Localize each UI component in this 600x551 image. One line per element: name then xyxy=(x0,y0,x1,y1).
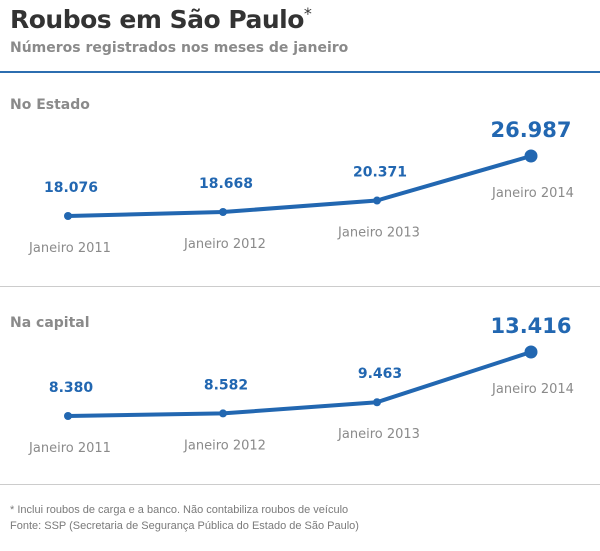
value-label: 18.076 xyxy=(44,180,98,196)
panel-label-state: No Estado xyxy=(10,97,90,113)
data-point xyxy=(64,412,72,420)
source-note: Fonte: SSP (Secretaria de Segurança Públ… xyxy=(10,520,359,532)
category-label: Janeiro 2013 xyxy=(337,226,420,241)
category-label: Janeiro 2011 xyxy=(28,241,111,256)
chart-title: Roubos em São Paulo* xyxy=(10,4,312,34)
data-point xyxy=(64,212,72,220)
title-asterisk: * xyxy=(303,4,312,23)
value-label: 18.668 xyxy=(199,176,253,192)
data-point xyxy=(219,409,227,418)
footer-divider xyxy=(0,484,600,485)
value-label: 13.416 xyxy=(490,314,571,338)
capital-line-chart: 8.380 Janeiro 2011 8.582 Janeiro 2012 9.463 J… xyxy=(28,314,574,456)
panel-divider xyxy=(0,286,600,287)
data-point xyxy=(219,208,227,217)
category-label: Janeiro 2013 xyxy=(337,427,420,442)
category-label: Janeiro 2012 xyxy=(183,438,266,453)
category-label: Janeiro 2014 xyxy=(491,186,574,201)
category-label: Janeiro 2014 xyxy=(491,382,574,397)
category-label: Janeiro 2012 xyxy=(183,237,266,252)
footnote: * Inclui roubos de carga e a banco. Não … xyxy=(10,504,349,516)
data-point xyxy=(373,196,381,205)
data-point xyxy=(373,398,381,407)
value-label: 20.371 xyxy=(353,165,407,181)
value-label: 8.582 xyxy=(204,377,248,393)
panel-label-capital: Na capital xyxy=(10,315,90,331)
value-label: 8.380 xyxy=(49,380,94,396)
series-line xyxy=(66,154,533,218)
series-line xyxy=(66,350,533,418)
data-point xyxy=(524,149,538,163)
header-divider xyxy=(0,71,600,73)
value-label: 26.987 xyxy=(490,118,571,142)
state-line-chart: 18.076 Janeiro 2011 18.668 Janeiro 2012 20.3… xyxy=(28,118,574,256)
category-label: Janeiro 2011 xyxy=(28,441,111,456)
data-point xyxy=(524,345,538,359)
chart-subtitle: Números registrados nos meses de janeiro xyxy=(10,40,349,56)
value-label: 9.463 xyxy=(358,366,402,382)
